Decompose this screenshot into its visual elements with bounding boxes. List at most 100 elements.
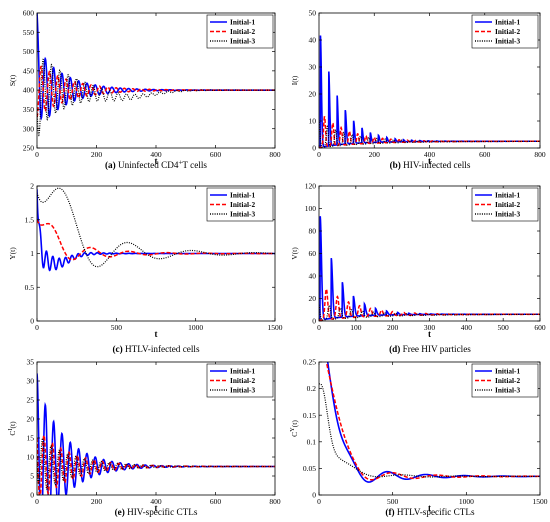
- caption-letter: (f): [385, 507, 396, 517]
- y-tick-label: 300: [23, 124, 35, 133]
- y-tick-label: 80: [309, 227, 317, 236]
- y-tick-label: 450: [23, 66, 35, 75]
- x-tick-label: 600: [210, 150, 222, 159]
- caption-letter: (e): [115, 507, 128, 517]
- legend-label: Initial-3: [230, 210, 255, 219]
- caption-letter: (c): [112, 344, 125, 354]
- x-tick-label: 600: [534, 323, 546, 332]
- y-label-tail: (t): [290, 420, 299, 428]
- legend-label: Initial-1: [495, 18, 520, 27]
- y-tick-label: 0: [312, 144, 316, 153]
- series-line-initial-1: [319, 35, 540, 148]
- chart-panel-2: 0 200 400 600 80001020304050tI(t)Initial-1In…: [290, 9, 546, 170]
- chart-panel-3: 0 500 1000 150000.511.52tY(t)Initial-1Initi…: [8, 182, 283, 354]
- caption-text: Free HIV particles: [403, 344, 472, 354]
- y-axis-label: I(t): [290, 75, 299, 85]
- x-axis-label: t: [155, 156, 158, 166]
- x-tick-label: 200: [91, 150, 103, 159]
- x-tick-label: 300: [424, 323, 436, 332]
- y-label-sup: Y: [289, 427, 296, 432]
- caption-text: Uninfected CD4: [118, 160, 179, 170]
- series-line-initial-1: [326, 362, 540, 483]
- legend-label: Initial-2: [495, 27, 520, 36]
- y-tick-label: 25: [27, 396, 35, 405]
- panel-caption: (e) HIV-specific CTLs: [115, 507, 198, 517]
- x-tick-label: 400: [150, 497, 162, 506]
- legend-label: Initial-3: [495, 37, 520, 46]
- y-tick-label: 0: [30, 317, 34, 326]
- legend-label: Initial-2: [230, 376, 255, 385]
- y-axis-label: V(t): [290, 247, 299, 260]
- y-tick-label: 30: [309, 63, 317, 72]
- y-tick-label: 0: [312, 491, 316, 500]
- y-tick-label: 400: [23, 86, 35, 95]
- caption-text-tail: T cells: [182, 160, 207, 170]
- y-tick-label: 500: [23, 47, 35, 56]
- y-tick-label: 250: [23, 144, 35, 153]
- x-tick-label: 500: [387, 497, 399, 506]
- series-line-initial-2: [37, 219, 275, 261]
- legend-label: Initial-1: [230, 367, 255, 376]
- x-tick-label: 200: [369, 150, 381, 159]
- x-axis-label: t: [155, 503, 158, 513]
- x-tick-label: 1500: [533, 497, 548, 506]
- chart-panel-4: 0 100 200 300 400 500 600 0 20 40 60 80 100 120 t V(t) I…: [290, 182, 546, 354]
- legend-box: [471, 14, 539, 49]
- caption-text: HIV-specific CTLs: [127, 507, 198, 517]
- x-tick-label: 100: [350, 323, 362, 332]
- series-line-initial-2: [37, 65, 275, 118]
- chart-panel-6: 0 500 1000 1500 0 0.05 0.1 0.15 0.2 0.25 t CY(t) Ini…: [289, 358, 548, 517]
- x-tick-label: 800: [534, 150, 546, 159]
- panel-caption: (d) Free HIV particles: [389, 344, 471, 354]
- caption-letter: (d): [389, 344, 403, 354]
- x-tick-label: 400: [461, 323, 473, 332]
- series-line-initial-3: [37, 58, 275, 137]
- x-axis-label: t: [428, 329, 431, 339]
- y-tick-label: 35: [27, 358, 35, 367]
- x-tick-label: 800: [269, 150, 281, 159]
- plot-frame: [318, 361, 541, 496]
- x-tick-label: 0: [35, 323, 39, 332]
- legend-label: Initial-2: [230, 200, 255, 209]
- panel-caption: (b) HIV-infected cells: [390, 160, 471, 170]
- chart-panel-5: 0 200 400 600 800 0 5 10 15 20 25 30 35 t CI(t) Initial…: [7, 358, 281, 517]
- legend-label: Initial-2: [495, 200, 520, 209]
- y-tick-label: 1: [30, 249, 34, 258]
- x-tick-label: 1500: [268, 323, 283, 332]
- x-tick-label: 0: [317, 323, 321, 332]
- x-tick-label: 400: [150, 150, 162, 159]
- y-tick-label: 0.25: [303, 358, 316, 367]
- chart-panel-1: 0 200 400 600 800 250 300 350 400 450 500 550 600 t S(…: [8, 9, 281, 170]
- y-tick-label: 10: [309, 117, 317, 126]
- y-tick-label: 350: [23, 105, 35, 114]
- series-line-initial-3: [37, 187, 275, 268]
- caption-text: HIV-infected cells: [403, 160, 471, 170]
- x-tick-label: 200: [387, 323, 399, 332]
- y-tick-label: 0: [30, 491, 34, 500]
- y-axis-label: CY(t): [289, 420, 299, 437]
- y-tick-label: 0.05: [303, 464, 316, 473]
- caption-letter: (b): [390, 160, 404, 170]
- y-axis-label: CI(t): [7, 421, 17, 436]
- y-tick-label: 30: [27, 377, 35, 386]
- y-tick-label: 0.2: [307, 384, 317, 393]
- panel-caption: (a) Uninfected CD4+T cells: [105, 159, 207, 171]
- x-tick-label: 600: [479, 150, 491, 159]
- x-tick-label: 500: [498, 323, 510, 332]
- panel-caption: (c) HTLV-infected cells: [112, 344, 200, 354]
- x-tick-label: 200: [91, 497, 103, 506]
- y-tick-label: 20: [309, 90, 317, 99]
- series-line-initial-3: [319, 383, 540, 478]
- legend-label: Initial-1: [230, 18, 255, 27]
- legend-label: Initial-1: [495, 191, 520, 200]
- x-tick-label: 500: [111, 323, 123, 332]
- y-tick-label: 40: [309, 272, 317, 281]
- legend-label: Initial-3: [230, 37, 255, 46]
- legend-label: Initial-1: [495, 367, 520, 376]
- y-tick-label: 0.15: [303, 411, 316, 420]
- y-tick-label: 10: [27, 453, 35, 462]
- y-tick-label: 60: [309, 249, 317, 258]
- legend-label: Initial-3: [495, 210, 520, 219]
- y-axis-label: Y(t): [8, 247, 17, 260]
